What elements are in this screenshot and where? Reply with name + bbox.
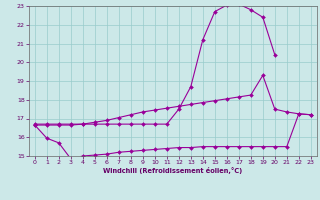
X-axis label: Windchill (Refroidissement éolien,°C): Windchill (Refroidissement éolien,°C) — [103, 167, 243, 174]
